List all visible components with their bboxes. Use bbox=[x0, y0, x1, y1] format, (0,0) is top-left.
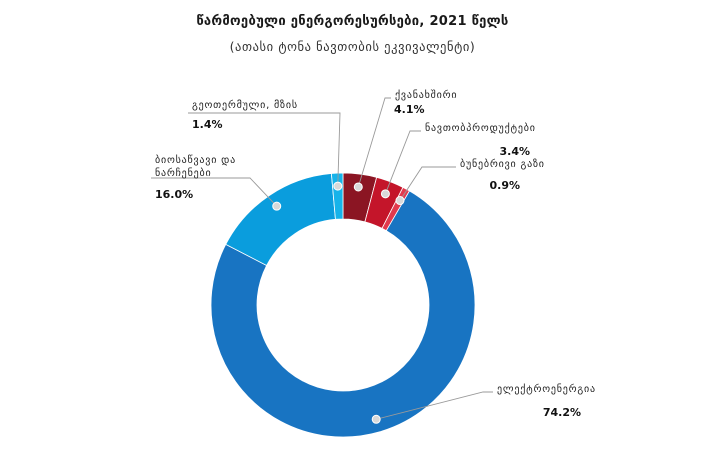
leader-line bbox=[399, 166, 456, 201]
chart-subtitle: (ათასი ტონა ნავთობის ეკვივალენტი) bbox=[229, 39, 476, 54]
slice-percent-label: 0.9% bbox=[489, 179, 520, 192]
leader-dot bbox=[272, 201, 282, 211]
leader-line bbox=[188, 112, 341, 187]
leader-dot bbox=[371, 414, 381, 424]
leader-dot bbox=[395, 196, 405, 206]
slice-percent-label: 1.4% bbox=[192, 118, 223, 131]
slice-label: ბუნებრივი გაზი bbox=[460, 158, 545, 170]
slice-percent-label: 3.4% bbox=[499, 145, 530, 158]
leader-line bbox=[384, 130, 421, 194]
slice-label: ნარჩენები bbox=[155, 167, 211, 179]
slice-percent-label: 4.1% bbox=[394, 103, 425, 116]
slice-percent-label: 74.2% bbox=[543, 406, 581, 419]
donut-slice-4 bbox=[225, 173, 336, 267]
leader-dot bbox=[333, 181, 343, 191]
donut-slice-3 bbox=[210, 190, 476, 438]
slice-label: გეოთერმული, მზის bbox=[192, 99, 298, 111]
slice-label: ნავთობპროდუქტები bbox=[425, 122, 536, 134]
slice-label: ელექტროენერგია bbox=[497, 383, 596, 395]
slice-label: ქვანახშირი bbox=[395, 89, 457, 101]
leader-line bbox=[151, 177, 278, 207]
leader-line bbox=[357, 97, 391, 188]
leader-dot bbox=[380, 189, 390, 199]
chart-title: წარმოებული ენერგორესურსები, 2021 წელს bbox=[196, 14, 509, 29]
slice-percent-label: 16.0% bbox=[155, 188, 193, 201]
slice-label: ბიოსაწვავი და bbox=[155, 154, 236, 166]
leader-dot bbox=[353, 182, 363, 192]
leader-line bbox=[376, 391, 493, 420]
